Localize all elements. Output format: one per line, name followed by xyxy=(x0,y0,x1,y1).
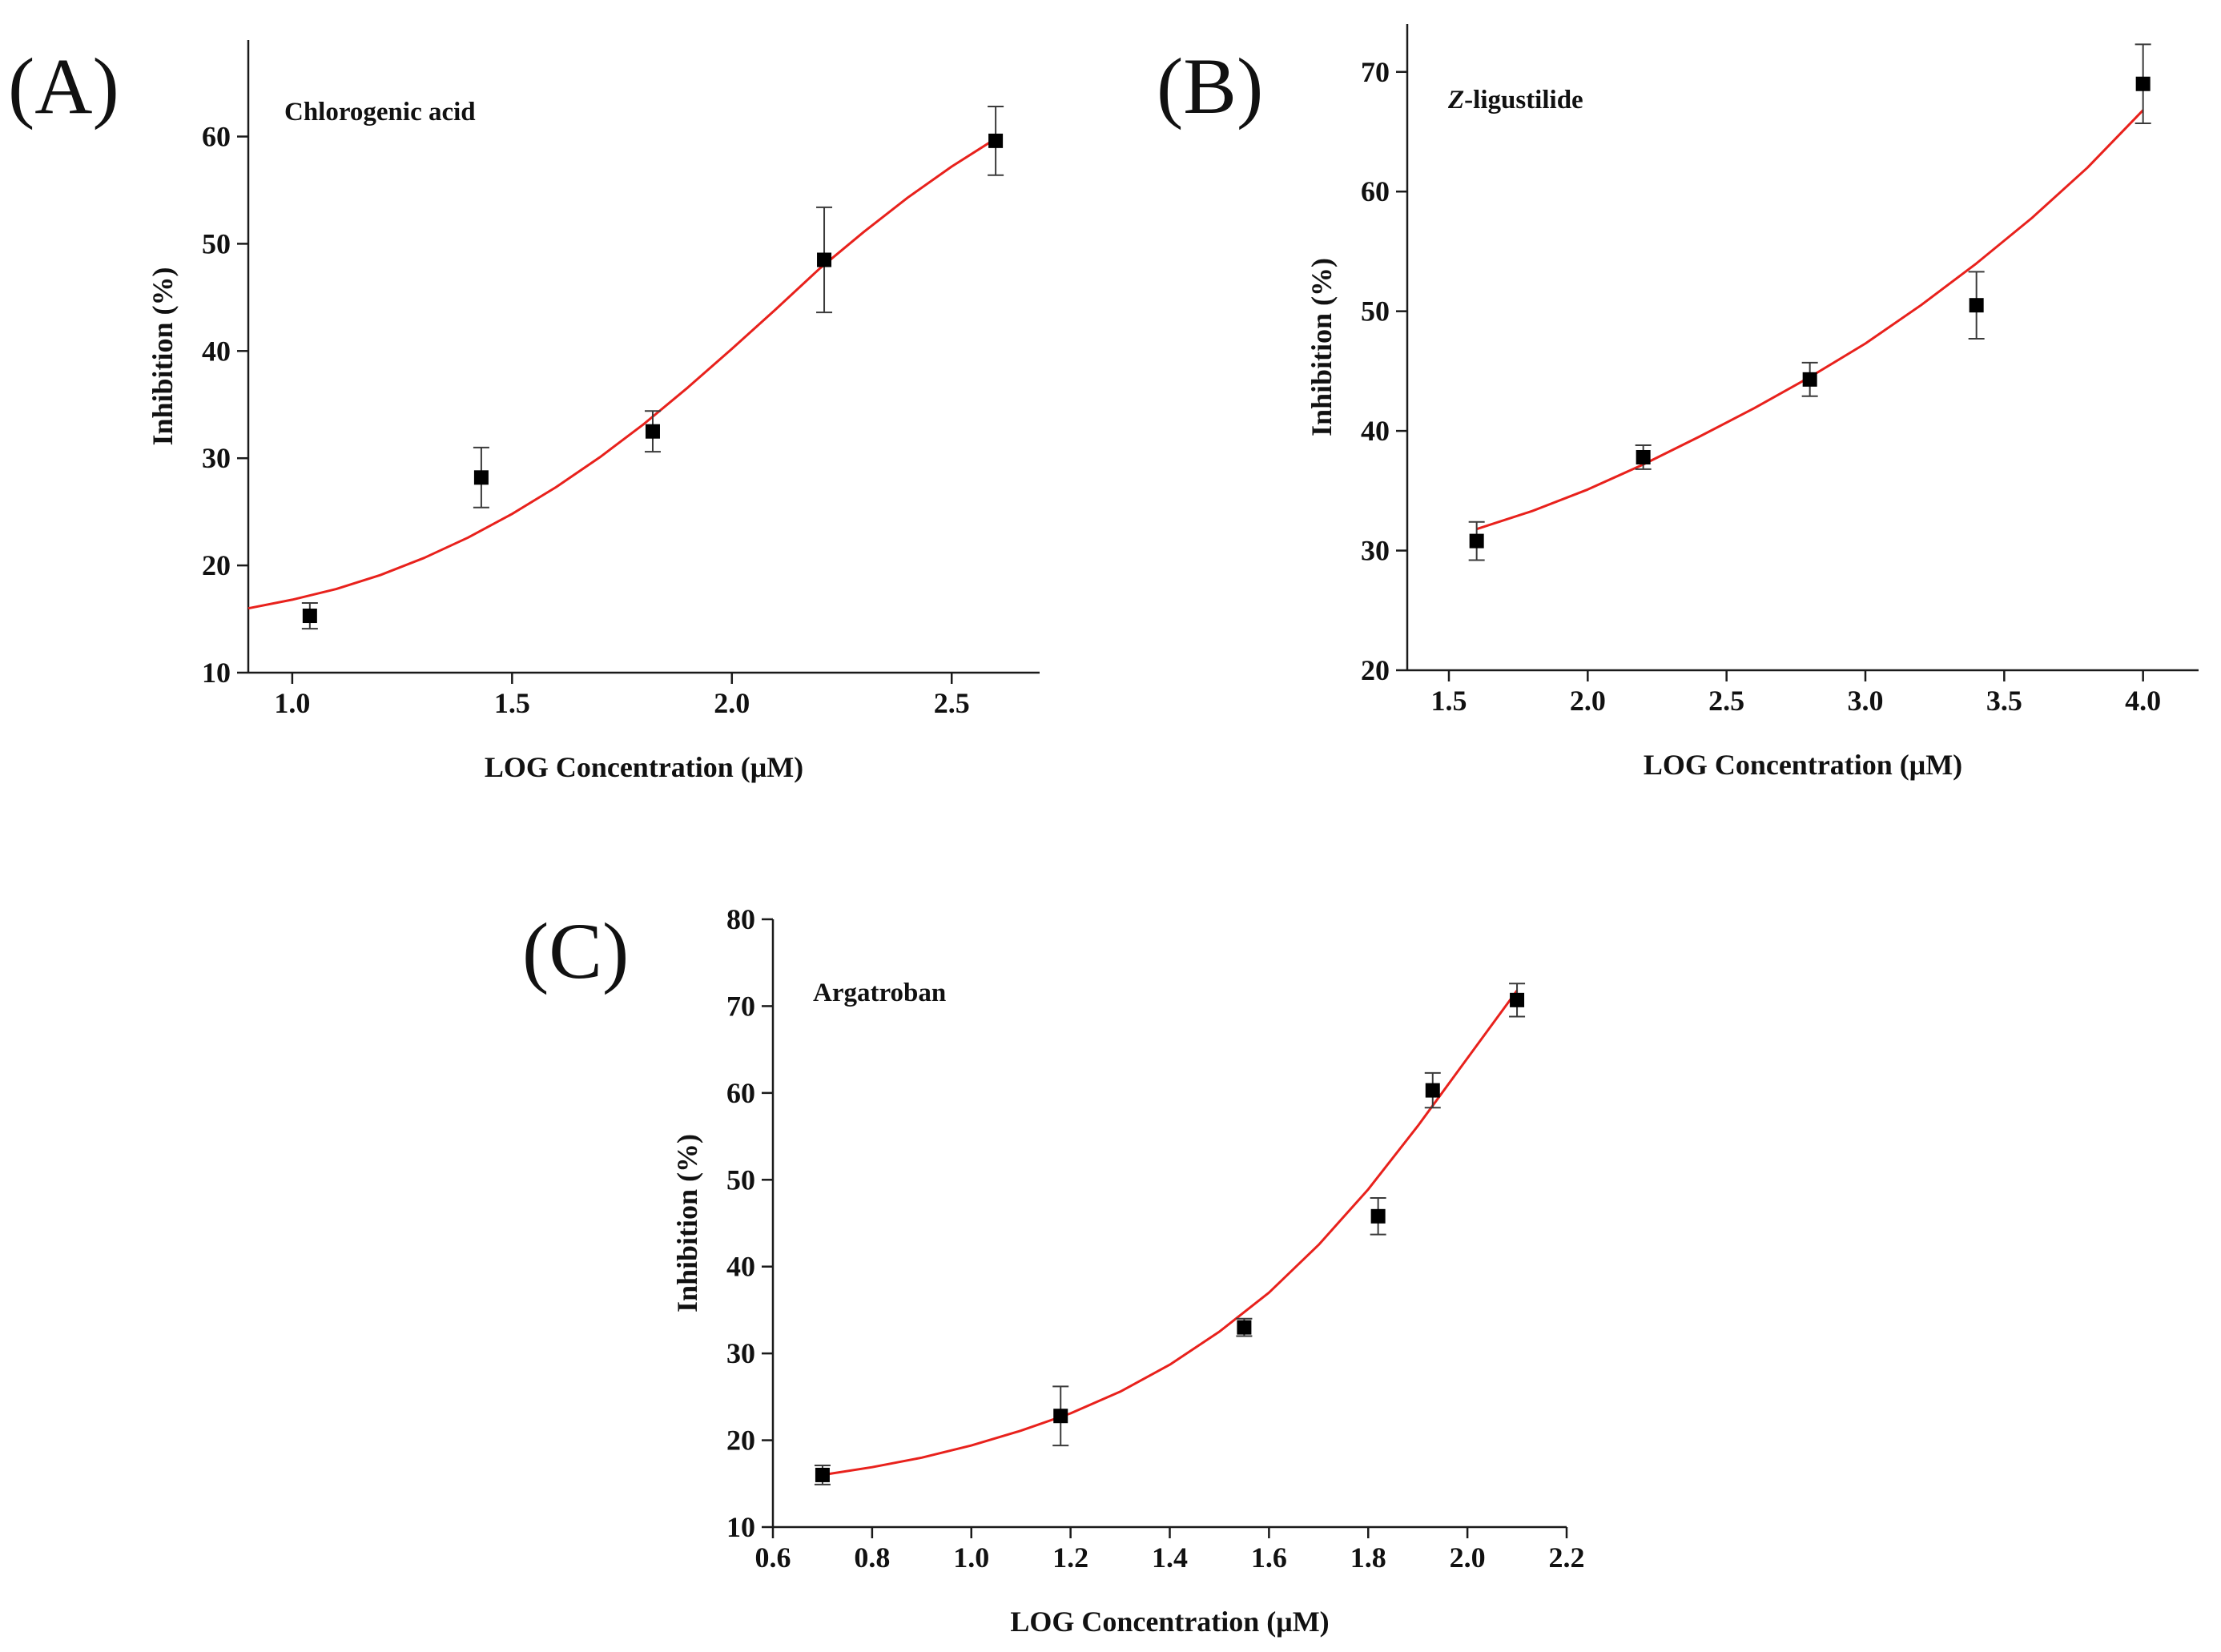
data-point xyxy=(1509,983,1526,1018)
y-tick-label: 70 xyxy=(726,990,755,1022)
data-point xyxy=(1424,1071,1441,1109)
square-marker xyxy=(302,609,317,624)
x-tick-label: 3.0 xyxy=(1848,685,1884,717)
square-marker xyxy=(473,470,489,485)
y-tick-label: 70 xyxy=(1361,56,1390,88)
y-tick-label: 80 xyxy=(726,903,755,935)
data-point xyxy=(1052,1385,1069,1447)
chart-title: Z-ligustilide xyxy=(1447,86,1583,115)
x-tick-label: 1.0 xyxy=(274,687,310,719)
data-point xyxy=(1370,1197,1386,1236)
data-point xyxy=(644,410,661,453)
data-point xyxy=(301,601,318,630)
fit-curve xyxy=(822,990,1519,1477)
x-tick-label: 1.4 xyxy=(1152,1541,1188,1574)
y-tick-label: 20 xyxy=(202,549,231,581)
data-point xyxy=(473,446,489,508)
x-tick-label: 0.6 xyxy=(755,1541,791,1574)
y-tick-label: 20 xyxy=(726,1425,755,1457)
panel-label-c: (C) xyxy=(522,906,630,995)
square-marker xyxy=(988,133,1004,148)
x-tick-label: 2.2 xyxy=(1549,1541,1585,1574)
data-point xyxy=(988,106,1004,176)
square-marker xyxy=(1802,372,1817,387)
x-tick-label: 1.8 xyxy=(1350,1541,1386,1574)
x-tick-label: 2.5 xyxy=(1708,685,1744,717)
y-tick-label: 50 xyxy=(1361,295,1390,328)
y-axis-label: Inhibition (%) xyxy=(1306,258,1338,436)
x-tick-label: 1.2 xyxy=(1052,1541,1088,1574)
x-tick-label: 2.0 xyxy=(1570,685,1606,717)
square-marker xyxy=(817,252,832,267)
data-point xyxy=(1236,1317,1253,1337)
square-marker xyxy=(815,1467,830,1482)
square-marker xyxy=(645,424,660,439)
y-tick-label: 60 xyxy=(726,1077,755,1109)
square-marker xyxy=(1237,1320,1252,1335)
y-tick-label: 50 xyxy=(726,1164,755,1196)
x-tick-label: 1.5 xyxy=(1431,685,1467,717)
x-axis-label: LOG Concentration (μM) xyxy=(1010,1606,1329,1638)
panel-label-a: (A) xyxy=(8,42,119,131)
fit-curve xyxy=(247,137,996,610)
x-axis-label: LOG Concentration (μM) xyxy=(485,751,803,783)
square-marker xyxy=(1636,449,1651,464)
x-tick-label: 1.6 xyxy=(1251,1541,1287,1574)
y-axis-label: Inhibition (%) xyxy=(147,267,179,445)
square-marker xyxy=(1370,1208,1386,1224)
y-tick-label: 30 xyxy=(1361,535,1390,567)
chart-title: Chlorogenic acid xyxy=(284,98,476,127)
y-tick-label: 40 xyxy=(726,1251,755,1283)
y-tick-label: 10 xyxy=(202,657,231,689)
data-point xyxy=(2134,43,2151,125)
data-point xyxy=(1968,271,1985,340)
y-tick-label: 60 xyxy=(202,121,231,153)
square-marker xyxy=(2135,76,2151,91)
x-tick-label: 1.0 xyxy=(953,1541,989,1574)
y-tick-label: 20 xyxy=(1361,654,1390,686)
x-tick-label: 1.5 xyxy=(494,687,530,719)
data-point xyxy=(1635,444,1652,470)
x-tick-label: 2.0 xyxy=(1450,1541,1486,1574)
square-marker xyxy=(1425,1083,1440,1098)
chart-title: Argatroban xyxy=(813,979,946,1007)
x-tick-label: 3.5 xyxy=(1986,685,2022,717)
square-marker xyxy=(1510,992,1525,1007)
data-point xyxy=(816,206,833,314)
y-tick-label: 30 xyxy=(726,1337,755,1369)
data-point xyxy=(814,1465,831,1485)
square-marker xyxy=(1469,533,1484,549)
x-tick-label: 4.0 xyxy=(2125,685,2161,717)
data-point xyxy=(1468,521,1485,561)
y-tick-label: 40 xyxy=(202,335,231,367)
y-tick-label: 60 xyxy=(1361,175,1390,207)
square-marker xyxy=(1969,298,1984,313)
y-tick-label: 10 xyxy=(726,1511,755,1543)
y-tick-label: 30 xyxy=(202,442,231,474)
y-tick-label: 40 xyxy=(1361,415,1390,447)
x-tick-label: 2.5 xyxy=(934,687,970,719)
y-axis-label: Inhibition (%) xyxy=(671,1134,703,1312)
x-tick-label: 0.8 xyxy=(854,1541,890,1574)
data-point xyxy=(1801,361,1818,397)
x-axis-label: LOG Concentration (μM) xyxy=(1644,749,1962,781)
panel-label-b: (B) xyxy=(1157,42,1264,131)
x-tick-label: 2.0 xyxy=(714,687,750,719)
square-marker xyxy=(1053,1409,1068,1424)
y-tick-label: 50 xyxy=(202,227,231,259)
